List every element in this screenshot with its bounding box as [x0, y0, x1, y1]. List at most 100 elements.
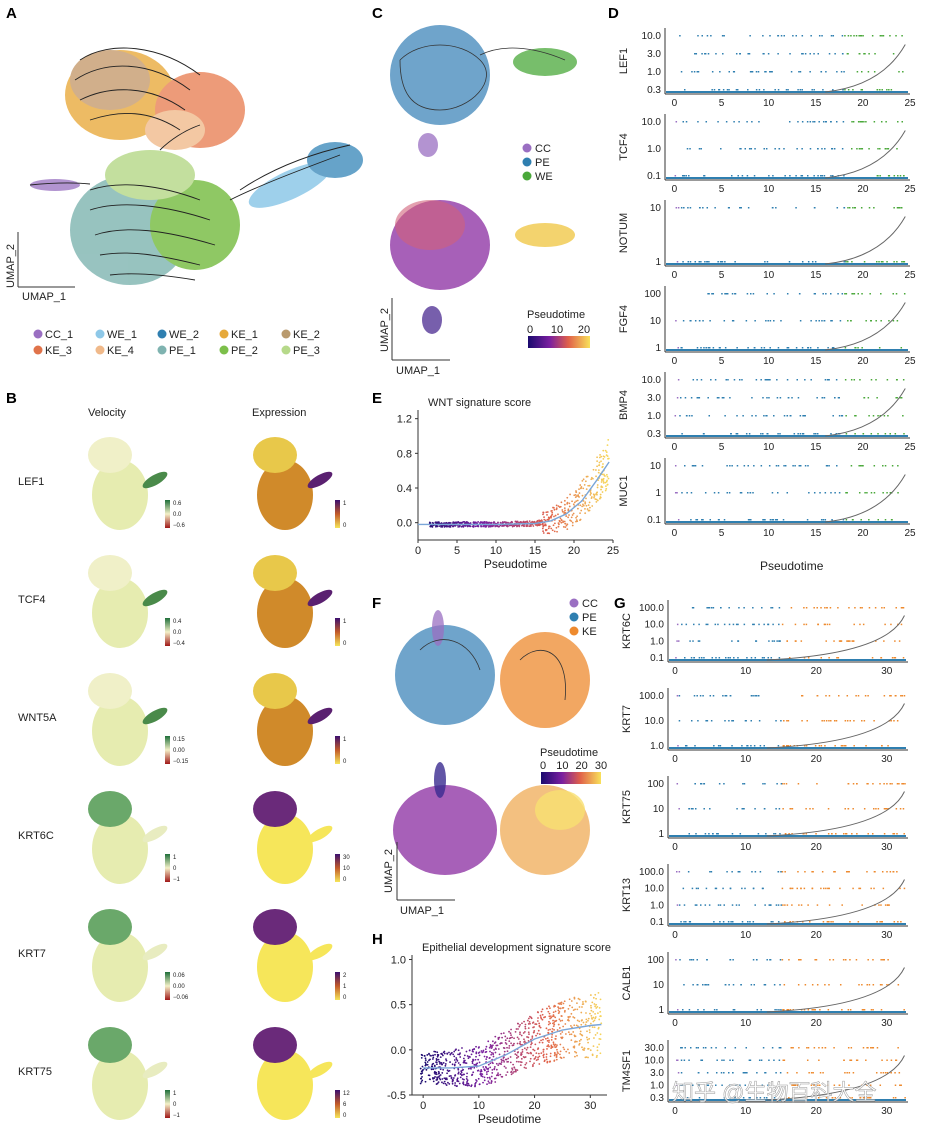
point: [847, 1009, 850, 1011]
point: [845, 492, 847, 494]
point: [855, 695, 857, 697]
point: [513, 1037, 515, 1040]
point: [502, 1057, 505, 1059]
point: [874, 871, 876, 873]
point: [694, 904, 697, 906]
point: [592, 1010, 595, 1013]
point: [576, 499, 579, 502]
point: [783, 148, 785, 150]
point: [710, 871, 713, 873]
point: [844, 35, 846, 37]
x-tick-label: 25: [904, 98, 916, 109]
point: [680, 71, 683, 73]
x-tick-label: 10: [473, 1100, 485, 1112]
point: [706, 1072, 709, 1074]
point: [723, 623, 726, 626]
point: [884, 519, 887, 521]
point: [870, 320, 872, 322]
x-tick-label: 25: [607, 545, 619, 557]
point: [576, 520, 579, 523]
point: [441, 1078, 444, 1080]
legend-swatch-pe: [569, 612, 579, 622]
gene-name: LEF1: [18, 476, 44, 488]
point: [568, 998, 571, 1001]
point: [548, 525, 550, 528]
point: [676, 871, 678, 873]
point: [512, 1063, 515, 1066]
point: [824, 607, 826, 609]
point: [465, 1075, 468, 1078]
point: [762, 397, 764, 399]
point: [777, 89, 780, 91]
point: [497, 1064, 500, 1067]
point: [607, 477, 610, 480]
point: [521, 1048, 524, 1051]
point: [850, 379, 853, 381]
point: [892, 833, 894, 835]
point: [596, 1046, 599, 1049]
point: [715, 1072, 718, 1074]
point: [544, 524, 547, 527]
point: [460, 1070, 463, 1072]
point: [856, 1059, 859, 1061]
point: [817, 53, 819, 55]
point: [552, 1025, 555, 1028]
point: [808, 921, 811, 923]
point: [879, 35, 882, 37]
point: [758, 1059, 761, 1061]
point: [826, 465, 829, 467]
point-band: [678, 808, 905, 810]
point: [491, 1040, 494, 1043]
point: [786, 415, 788, 417]
point: [896, 207, 899, 209]
point: [868, 984, 871, 986]
point: [814, 207, 816, 209]
point: [487, 1063, 490, 1066]
point: [802, 53, 804, 55]
point: [691, 465, 694, 467]
point: [796, 379, 799, 381]
point: [847, 640, 849, 642]
point: [557, 1012, 560, 1015]
point: [894, 1084, 897, 1086]
point: [868, 415, 870, 417]
point: [895, 397, 897, 399]
point: [734, 293, 736, 295]
point: [807, 1047, 810, 1049]
point: [510, 1073, 513, 1076]
point: [746, 293, 749, 295]
point: [703, 175, 705, 177]
gene-name: TCF4: [18, 594, 46, 606]
point: [812, 808, 814, 810]
umap-arm: [142, 943, 168, 961]
point: [728, 1084, 731, 1086]
point: [537, 1052, 540, 1055]
velocity-tick: 0.15: [173, 737, 185, 743]
point: [838, 640, 841, 642]
point: [435, 1079, 438, 1081]
point: [729, 657, 731, 659]
point: [573, 494, 576, 497]
point: [563, 511, 565, 514]
point: [787, 397, 790, 399]
point: [575, 1040, 578, 1043]
point: [690, 397, 693, 399]
point: [454, 1074, 457, 1076]
point: [442, 1068, 445, 1071]
point: [831, 519, 833, 521]
point: [825, 293, 827, 295]
point: [755, 415, 757, 417]
point: [580, 1033, 583, 1036]
point: [677, 379, 680, 381]
point: [467, 1067, 470, 1070]
point: [445, 1059, 448, 1062]
point: [553, 530, 556, 533]
point: [735, 89, 738, 91]
point: [679, 415, 681, 417]
umap-arm: [307, 471, 333, 489]
point: [729, 959, 732, 961]
point: [714, 887, 717, 890]
point: [599, 1033, 602, 1036]
point: [716, 833, 718, 835]
point: [847, 783, 850, 785]
